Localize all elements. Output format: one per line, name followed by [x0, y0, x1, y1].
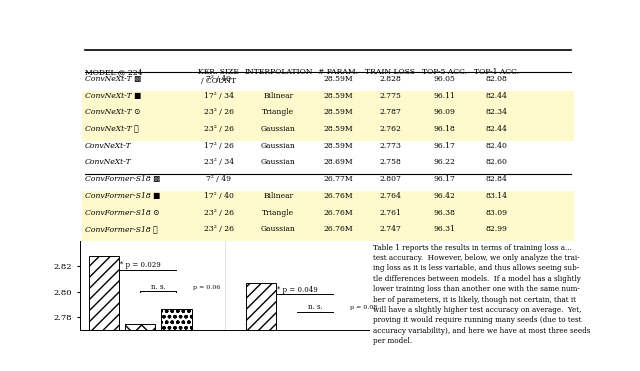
Text: # PARAM.: # PARAM.	[318, 68, 358, 76]
Text: * p = 0.049: * p = 0.049	[276, 286, 317, 293]
Text: ConvNeXt-T: ConvNeXt-T	[85, 158, 132, 167]
Text: 82.84: 82.84	[486, 175, 508, 183]
Text: 23² / 26: 23² / 26	[204, 225, 234, 233]
Text: 23² / 34: 23² / 34	[204, 158, 234, 167]
Bar	[318, 330, 348, 342]
Text: 17² / 40: 17² / 40	[204, 192, 234, 200]
FancyBboxPatch shape	[83, 124, 573, 141]
Text: 7² / 49: 7² / 49	[206, 175, 232, 183]
Text: 28.59M: 28.59M	[323, 142, 353, 150]
Text: TRAIN LOSS: TRAIN LOSS	[365, 68, 415, 76]
Text: KER. SIZE
/ COUNT: KER. SIZE / COUNT	[198, 68, 239, 85]
Text: 82.99: 82.99	[486, 225, 508, 233]
Text: Bilinear: Bilinear	[263, 192, 294, 200]
FancyBboxPatch shape	[83, 224, 573, 241]
Text: 26.76M: 26.76M	[323, 225, 353, 233]
Text: 2.764: 2.764	[379, 192, 401, 200]
Bar	[89, 256, 119, 330]
Text: ConvNeXt-T: ConvNeXt-T	[85, 142, 132, 150]
Text: 17² / 26: 17² / 26	[204, 142, 234, 150]
Text: 28.59M: 28.59M	[323, 125, 353, 133]
Text: 96.11: 96.11	[434, 92, 456, 100]
Text: ConvFormer-S18 ★: ConvFormer-S18 ★	[85, 225, 157, 233]
Text: 28.59M: 28.59M	[323, 75, 353, 83]
Bar	[125, 324, 156, 330]
Text: 28.59M: 28.59M	[323, 108, 353, 116]
Text: 83.14: 83.14	[486, 192, 508, 200]
Text: p = 0.06: p = 0.06	[193, 285, 221, 290]
Text: 2.761: 2.761	[379, 209, 401, 217]
FancyBboxPatch shape	[83, 91, 573, 107]
Text: * p = 0.029: * p = 0.029	[120, 262, 161, 269]
Text: TOP-5 ACC.: TOP-5 ACC.	[422, 68, 467, 76]
FancyBboxPatch shape	[83, 207, 573, 224]
Text: ConvNeXt-T ▩: ConvNeXt-T ▩	[85, 75, 141, 83]
Text: Gaussian: Gaussian	[261, 142, 296, 150]
Text: ConvFormer-S18 ⊙: ConvFormer-S18 ⊙	[85, 209, 159, 217]
Text: 23² / 26: 23² / 26	[204, 108, 234, 116]
Text: n. s.: n. s.	[151, 283, 166, 291]
Text: 23² / 26: 23² / 26	[204, 125, 234, 133]
Text: 17² / 34: 17² / 34	[204, 92, 234, 100]
Text: Gaussian: Gaussian	[261, 158, 296, 167]
Text: INTERPOLATION: INTERPOLATION	[244, 68, 313, 76]
Text: 96.18: 96.18	[434, 125, 456, 133]
Text: p = 0.08: p = 0.08	[350, 305, 378, 311]
Text: Bilinear: Bilinear	[263, 92, 294, 100]
Text: 2.828: 2.828	[379, 75, 401, 83]
Text: 2.787: 2.787	[379, 108, 401, 116]
Text: Triangle: Triangle	[262, 108, 294, 116]
FancyBboxPatch shape	[83, 107, 573, 124]
Text: ConvFormer-S18 ▩: ConvFormer-S18 ▩	[85, 175, 161, 183]
Bar	[246, 283, 276, 330]
Text: ConvNeXt-T ■: ConvNeXt-T ■	[85, 92, 141, 100]
Text: n. s.: n. s.	[308, 303, 323, 312]
Text: Table 1 reports the results in terms of training loss a...
test accuracy.  Howev: Table 1 reports the results in terms of …	[374, 244, 591, 345]
Text: 26.76M: 26.76M	[323, 209, 353, 217]
Text: 96.22: 96.22	[434, 158, 456, 167]
Text: 2.758: 2.758	[379, 158, 401, 167]
Text: 96.38: 96.38	[433, 209, 456, 217]
Text: 82.08: 82.08	[486, 75, 508, 83]
Text: 96.09: 96.09	[434, 108, 456, 116]
Text: 28.59M: 28.59M	[323, 92, 353, 100]
Text: 96.42: 96.42	[434, 192, 456, 200]
Text: 82.34: 82.34	[486, 108, 508, 116]
FancyBboxPatch shape	[83, 191, 573, 207]
Text: 26.76M: 26.76M	[323, 192, 353, 200]
Text: 96.17: 96.17	[434, 175, 456, 183]
Text: ConvNeXt-T ⊙: ConvNeXt-T ⊙	[85, 108, 140, 116]
Bar	[282, 330, 312, 338]
Text: Gaussian: Gaussian	[261, 125, 296, 133]
Text: 82.44: 82.44	[486, 92, 508, 100]
Text: 26.77M: 26.77M	[323, 175, 353, 183]
Text: 83.09: 83.09	[486, 209, 508, 217]
Text: ConvFormer-S18 ■: ConvFormer-S18 ■	[85, 192, 161, 200]
Text: ConvNeXt-T ★: ConvNeXt-T ★	[85, 125, 139, 133]
Text: 82.40: 82.40	[486, 142, 508, 150]
Text: 96.17: 96.17	[434, 142, 456, 150]
Text: 2.773: 2.773	[379, 142, 401, 150]
Text: MODEL @ 224: MODEL @ 224	[85, 68, 143, 76]
Text: 96.31: 96.31	[433, 225, 456, 233]
Text: 2.775: 2.775	[379, 92, 401, 100]
Text: 2.747: 2.747	[379, 225, 401, 233]
Text: 28.69M: 28.69M	[323, 158, 353, 167]
Text: 23² / 26: 23² / 26	[204, 209, 234, 217]
Text: 2.762: 2.762	[379, 125, 401, 133]
Bar	[161, 309, 191, 330]
Text: TOP-1 ACC.: TOP-1 ACC.	[474, 68, 519, 76]
Text: 96.05: 96.05	[434, 75, 456, 83]
Text: Gaussian: Gaussian	[261, 225, 296, 233]
Text: 7² / 49: 7² / 49	[206, 75, 232, 83]
Text: 82.44: 82.44	[486, 125, 508, 133]
Text: 82.60: 82.60	[486, 158, 508, 167]
Text: 2.807: 2.807	[379, 175, 401, 183]
Text: Triangle: Triangle	[262, 209, 294, 217]
